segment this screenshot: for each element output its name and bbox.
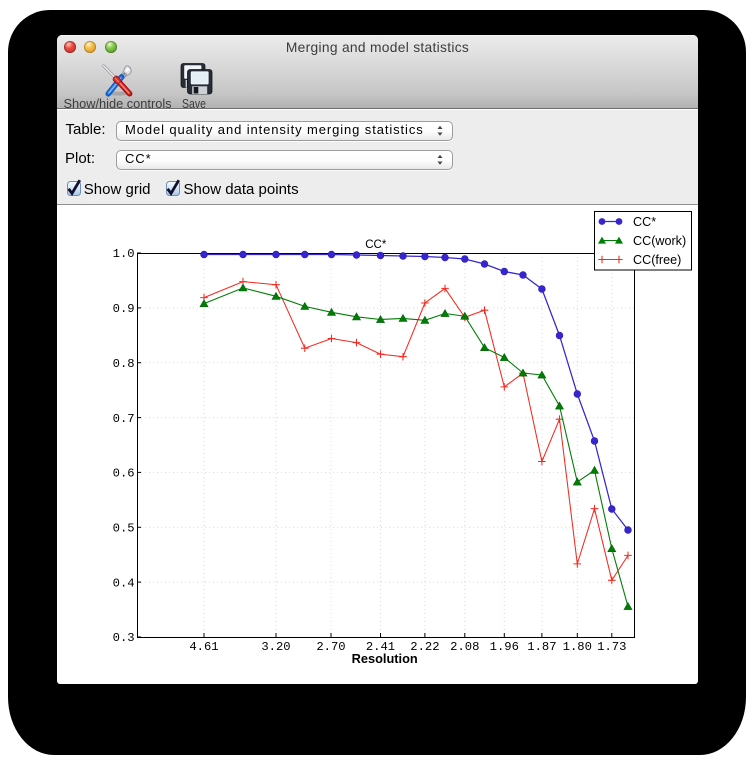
svg-text:0.9: 0.9 [113,302,135,316]
svg-text:1.87: 1.87 [527,640,556,654]
svg-text:0.7: 0.7 [113,412,135,426]
svg-text:4.61: 4.61 [189,640,218,654]
svg-text:CC(work): CC(work) [633,234,686,248]
svg-text:0.5: 0.5 [113,522,135,536]
svg-text:2.70: 2.70 [316,640,345,654]
svg-text:Resolution: Resolution [352,651,418,666]
svg-text:1.80: 1.80 [563,640,592,654]
svg-text:2.41: 2.41 [366,640,395,654]
svg-text:1.0: 1.0 [113,247,135,261]
svg-text:0.6: 0.6 [113,467,135,481]
svg-text:0.3: 0.3 [113,631,135,645]
svg-text:2.08: 2.08 [450,640,479,654]
svg-text:CC*: CC* [365,239,387,251]
svg-text:1.96: 1.96 [490,640,519,654]
svg-text:3.20: 3.20 [261,640,290,654]
svg-text:1.73: 1.73 [597,640,626,654]
svg-text:0.8: 0.8 [113,357,135,371]
svg-text:2.22: 2.22 [410,640,439,654]
svg-text:CC(free): CC(free) [633,253,681,267]
svg-text:0.4: 0.4 [113,576,135,590]
svg-text:CC*: CC* [633,215,656,229]
